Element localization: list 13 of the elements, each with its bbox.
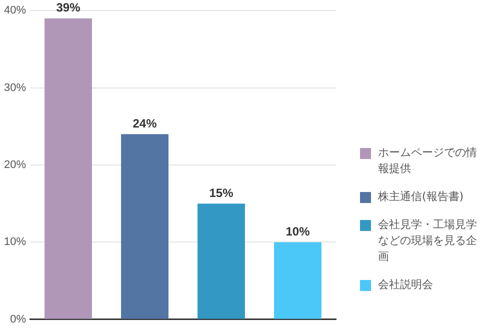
y-tick-label: 30% [4,82,26,94]
data-label: 39% [56,0,81,15]
y-tick-label: 20% [4,159,26,172]
data-label: 24% [132,116,158,130]
legend-label: 会社見学・工場見学などの現場を見る企画 [378,217,478,265]
data-label: 10% [286,224,310,239]
y-tick-label: 10% [4,236,26,248]
legend-label: 株主通信(報告書) [378,189,465,205]
legend-label: 会社説明会 [378,277,434,293]
data-label: 15% [209,186,234,200]
y-tick-label: 40% [4,4,26,17]
legend-label: ホームページでの情報提供 [378,145,478,177]
y-tick-label: 0% [10,313,26,326]
